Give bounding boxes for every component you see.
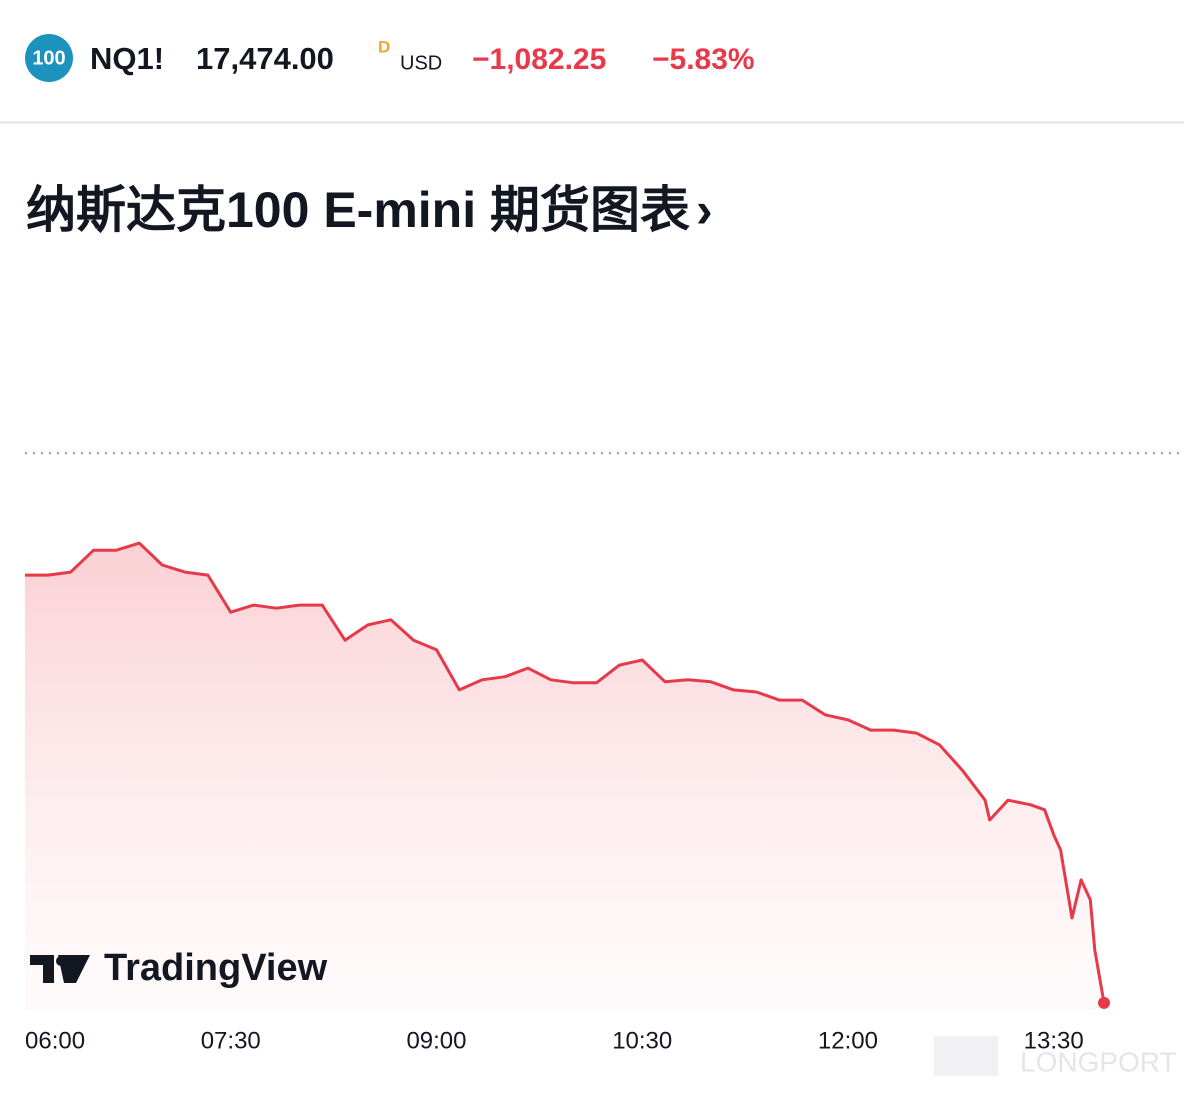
area-fill (25, 543, 1104, 1010)
x-tick-label: 12:00 (818, 1027, 878, 1054)
x-tick-label: 10:30 (612, 1027, 672, 1054)
x-tick-label: 09:00 (406, 1027, 466, 1054)
price-line (25, 541, 1106, 1004)
change: −1,082.25 (472, 43, 606, 76)
x-tick-label: 07:30 (201, 1027, 261, 1054)
watermark: LONGPORT (1020, 1046, 1177, 1077)
last-point (1097, 996, 1110, 1009)
badge (25, 34, 73, 82)
logo-icon (30, 955, 90, 983)
price: 17,474.00 (196, 41, 334, 76)
logo (30, 955, 90, 983)
change-percent: −5.83% (652, 43, 755, 76)
title-arrow[interactable]: › (696, 182, 713, 238)
x-tick-label: 06:00 (25, 1027, 85, 1054)
logo-text: TradingView (104, 947, 328, 989)
symbol: NQ1! (90, 41, 164, 76)
x-tick-label: 13:30 (1024, 1027, 1084, 1054)
currency: USD (400, 52, 442, 74)
chart-title: 纳斯达克100 E-mini 期货图表 (26, 182, 690, 238)
badge-text: 100 (32, 47, 65, 69)
logo-dot (56, 956, 66, 966)
watermark-icon (934, 1036, 998, 1076)
price-flag: D (378, 37, 390, 56)
